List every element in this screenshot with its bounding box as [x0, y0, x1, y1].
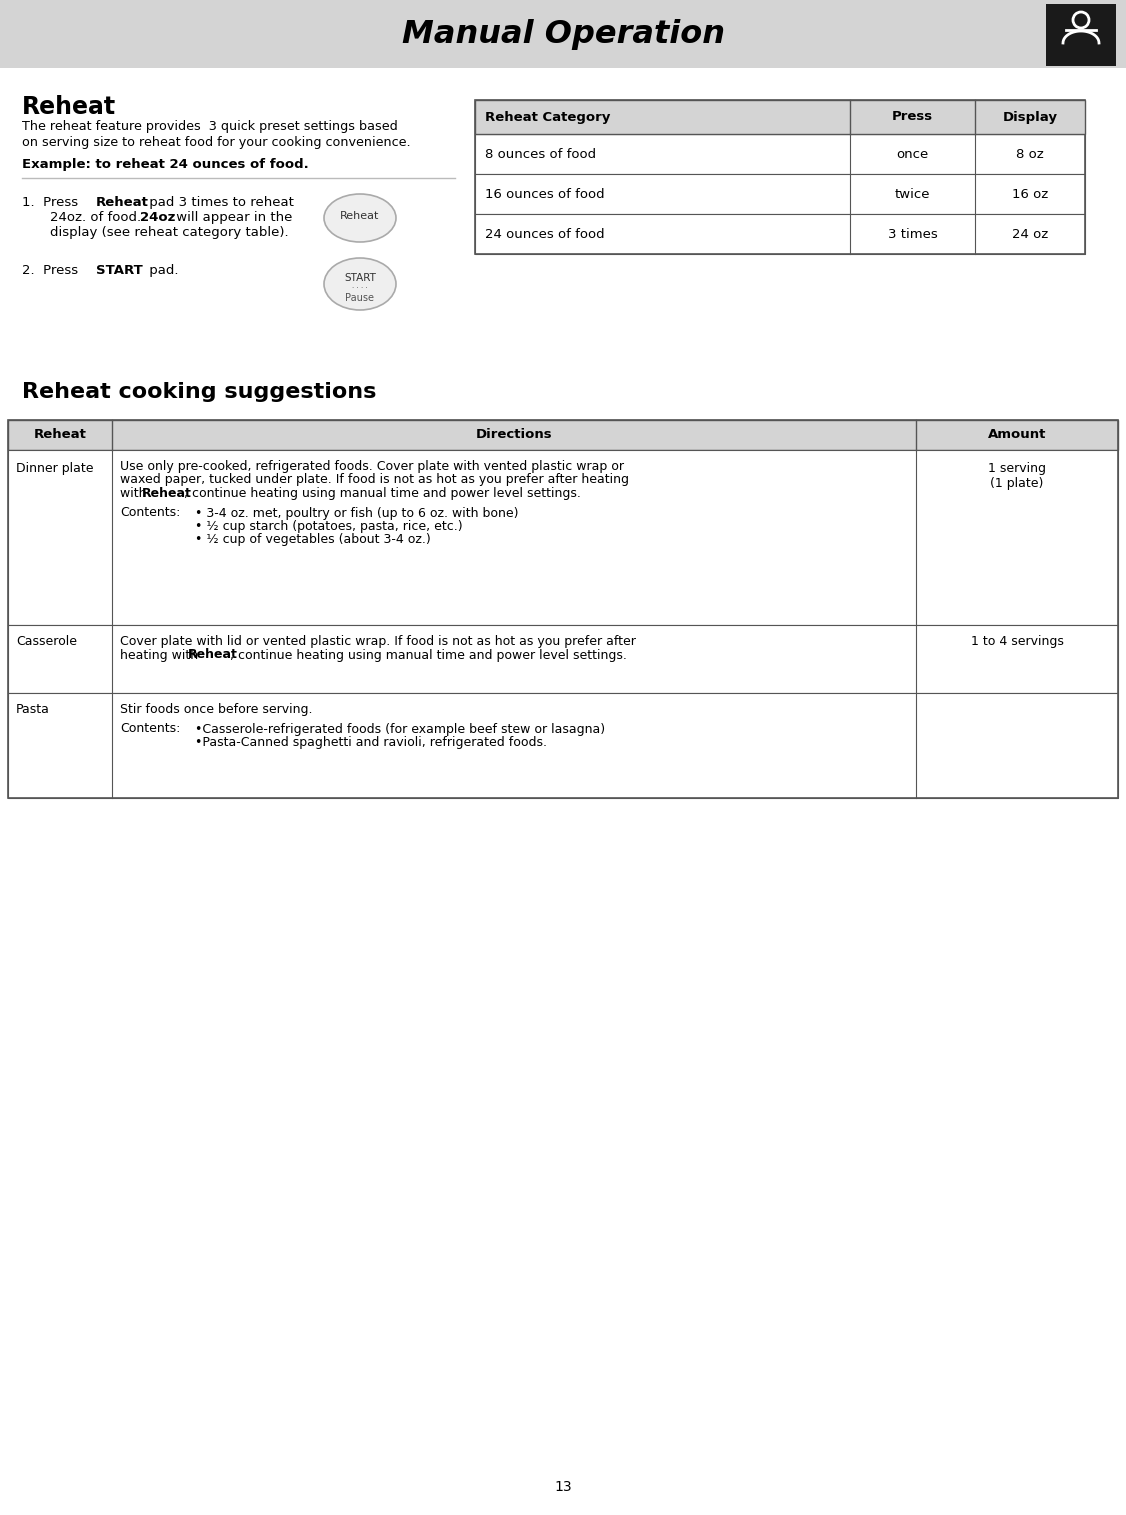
Text: heating with: heating with [120, 648, 203, 662]
Text: 1 serving
(1 plate): 1 serving (1 plate) [988, 462, 1046, 489]
Text: Cover plate with lid or vented plastic wrap. If food is not as hot as you prefer: Cover plate with lid or vented plastic w… [120, 635, 636, 648]
Text: Reheat: Reheat [142, 486, 193, 500]
Bar [475, 100, 1085, 133]
Text: display (see reheat category table).: display (see reheat category table). [50, 226, 288, 239]
Text: 16 ounces of food: 16 ounces of food [485, 188, 605, 200]
Text: •Casserole-refrigerated foods (for example beef stew or lasagna): •Casserole-refrigerated foods (for examp… [195, 723, 606, 735]
Bar [475, 174, 1085, 214]
Bar [1046, 5, 1116, 67]
Text: START: START [96, 264, 143, 277]
Bar [475, 133, 1085, 174]
Text: Use only pre-cooked, refrigerated foods. Cover plate with vented plastic wrap or: Use only pre-cooked, refrigerated foods.… [120, 461, 624, 473]
Bar [8, 450, 1118, 626]
Text: Reheat: Reheat [340, 211, 379, 221]
Text: Pause: Pause [346, 292, 375, 303]
Text: 2.  Press: 2. Press [23, 264, 82, 277]
Text: , continue heating using manual time and power level settings.: , continue heating using manual time and… [231, 648, 627, 662]
Text: 1.  Press: 1. Press [23, 195, 82, 209]
Text: Dinner plate: Dinner plate [16, 462, 93, 476]
Text: · · · ·: · · · · [352, 285, 368, 291]
Text: 24oz: 24oz [140, 211, 176, 224]
Text: Contents:: Contents: [120, 723, 180, 735]
Text: 13: 13 [554, 1480, 572, 1494]
Text: Amount: Amount [988, 429, 1046, 441]
Text: once: once [896, 147, 929, 161]
Text: Example: to reheat 24 ounces of food.: Example: to reheat 24 ounces of food. [23, 158, 309, 171]
Text: 24 ounces of food: 24 ounces of food [485, 227, 605, 241]
Text: Reheat: Reheat [23, 95, 116, 120]
Text: Reheat: Reheat [96, 195, 149, 209]
Ellipse shape [324, 194, 396, 242]
Bar [8, 420, 1118, 450]
Text: Stir foods once before serving.: Stir foods once before serving. [120, 703, 313, 717]
Text: Reheat Category: Reheat Category [485, 111, 610, 124]
Text: with: with [120, 486, 151, 500]
Text: START: START [345, 273, 376, 283]
Text: Reheat: Reheat [188, 648, 239, 662]
Text: Casserole: Casserole [16, 635, 77, 648]
Bar [475, 214, 1085, 255]
Text: Display: Display [1002, 111, 1057, 124]
Text: Contents:: Contents: [120, 506, 180, 520]
Bar [8, 692, 1118, 798]
Text: 24 oz: 24 oz [1012, 227, 1048, 241]
Ellipse shape [324, 258, 396, 311]
Bar [0, 0, 1126, 68]
Text: Press: Press [892, 111, 933, 124]
Text: on serving size to reheat food for your cooking convenience.: on serving size to reheat food for your … [23, 136, 411, 148]
Text: • ½ cup of vegetables (about 3-4 oz.): • ½ cup of vegetables (about 3-4 oz.) [195, 533, 431, 547]
Text: pad 3 times to reheat: pad 3 times to reheat [145, 195, 294, 209]
Text: 8 ounces of food: 8 ounces of food [485, 147, 596, 161]
Text: 16 oz: 16 oz [1012, 188, 1048, 200]
Text: Directions: Directions [476, 429, 553, 441]
Text: Pasta: Pasta [16, 703, 50, 717]
Text: 8 oz: 8 oz [1017, 147, 1044, 161]
Text: , continue heating using manual time and power level settings.: , continue heating using manual time and… [185, 486, 581, 500]
Text: 24oz. of food.: 24oz. of food. [50, 211, 145, 224]
Text: Reheat cooking suggestions: Reheat cooking suggestions [23, 382, 376, 401]
Bar [8, 420, 1118, 798]
Text: twice: twice [895, 188, 930, 200]
Text: • 3-4 oz. met, poultry or fish (up to 6 oz. with bone): • 3-4 oz. met, poultry or fish (up to 6 … [195, 506, 519, 520]
Text: •Pasta-Canned spaghetti and ravioli, refrigerated foods.: •Pasta-Canned spaghetti and ravioli, ref… [195, 736, 547, 748]
Text: will appear in the: will appear in the [172, 211, 293, 224]
Bar [475, 100, 1085, 255]
Bar [8, 626, 1118, 692]
Text: • ½ cup starch (potatoes, pasta, rice, etc.): • ½ cup starch (potatoes, pasta, rice, e… [195, 520, 463, 533]
Text: waxed paper, tucked under plate. If food is not as hot as you prefer after heati: waxed paper, tucked under plate. If food… [120, 474, 629, 486]
Text: Reheat: Reheat [34, 429, 87, 441]
Text: 3 times: 3 times [887, 227, 938, 241]
Text: pad.: pad. [145, 264, 179, 277]
Text: Manual Operation: Manual Operation [402, 18, 724, 50]
Text: 1 to 4 servings: 1 to 4 servings [971, 635, 1063, 648]
Text: The reheat feature provides  3 quick preset settings based: The reheat feature provides 3 quick pres… [23, 120, 397, 133]
